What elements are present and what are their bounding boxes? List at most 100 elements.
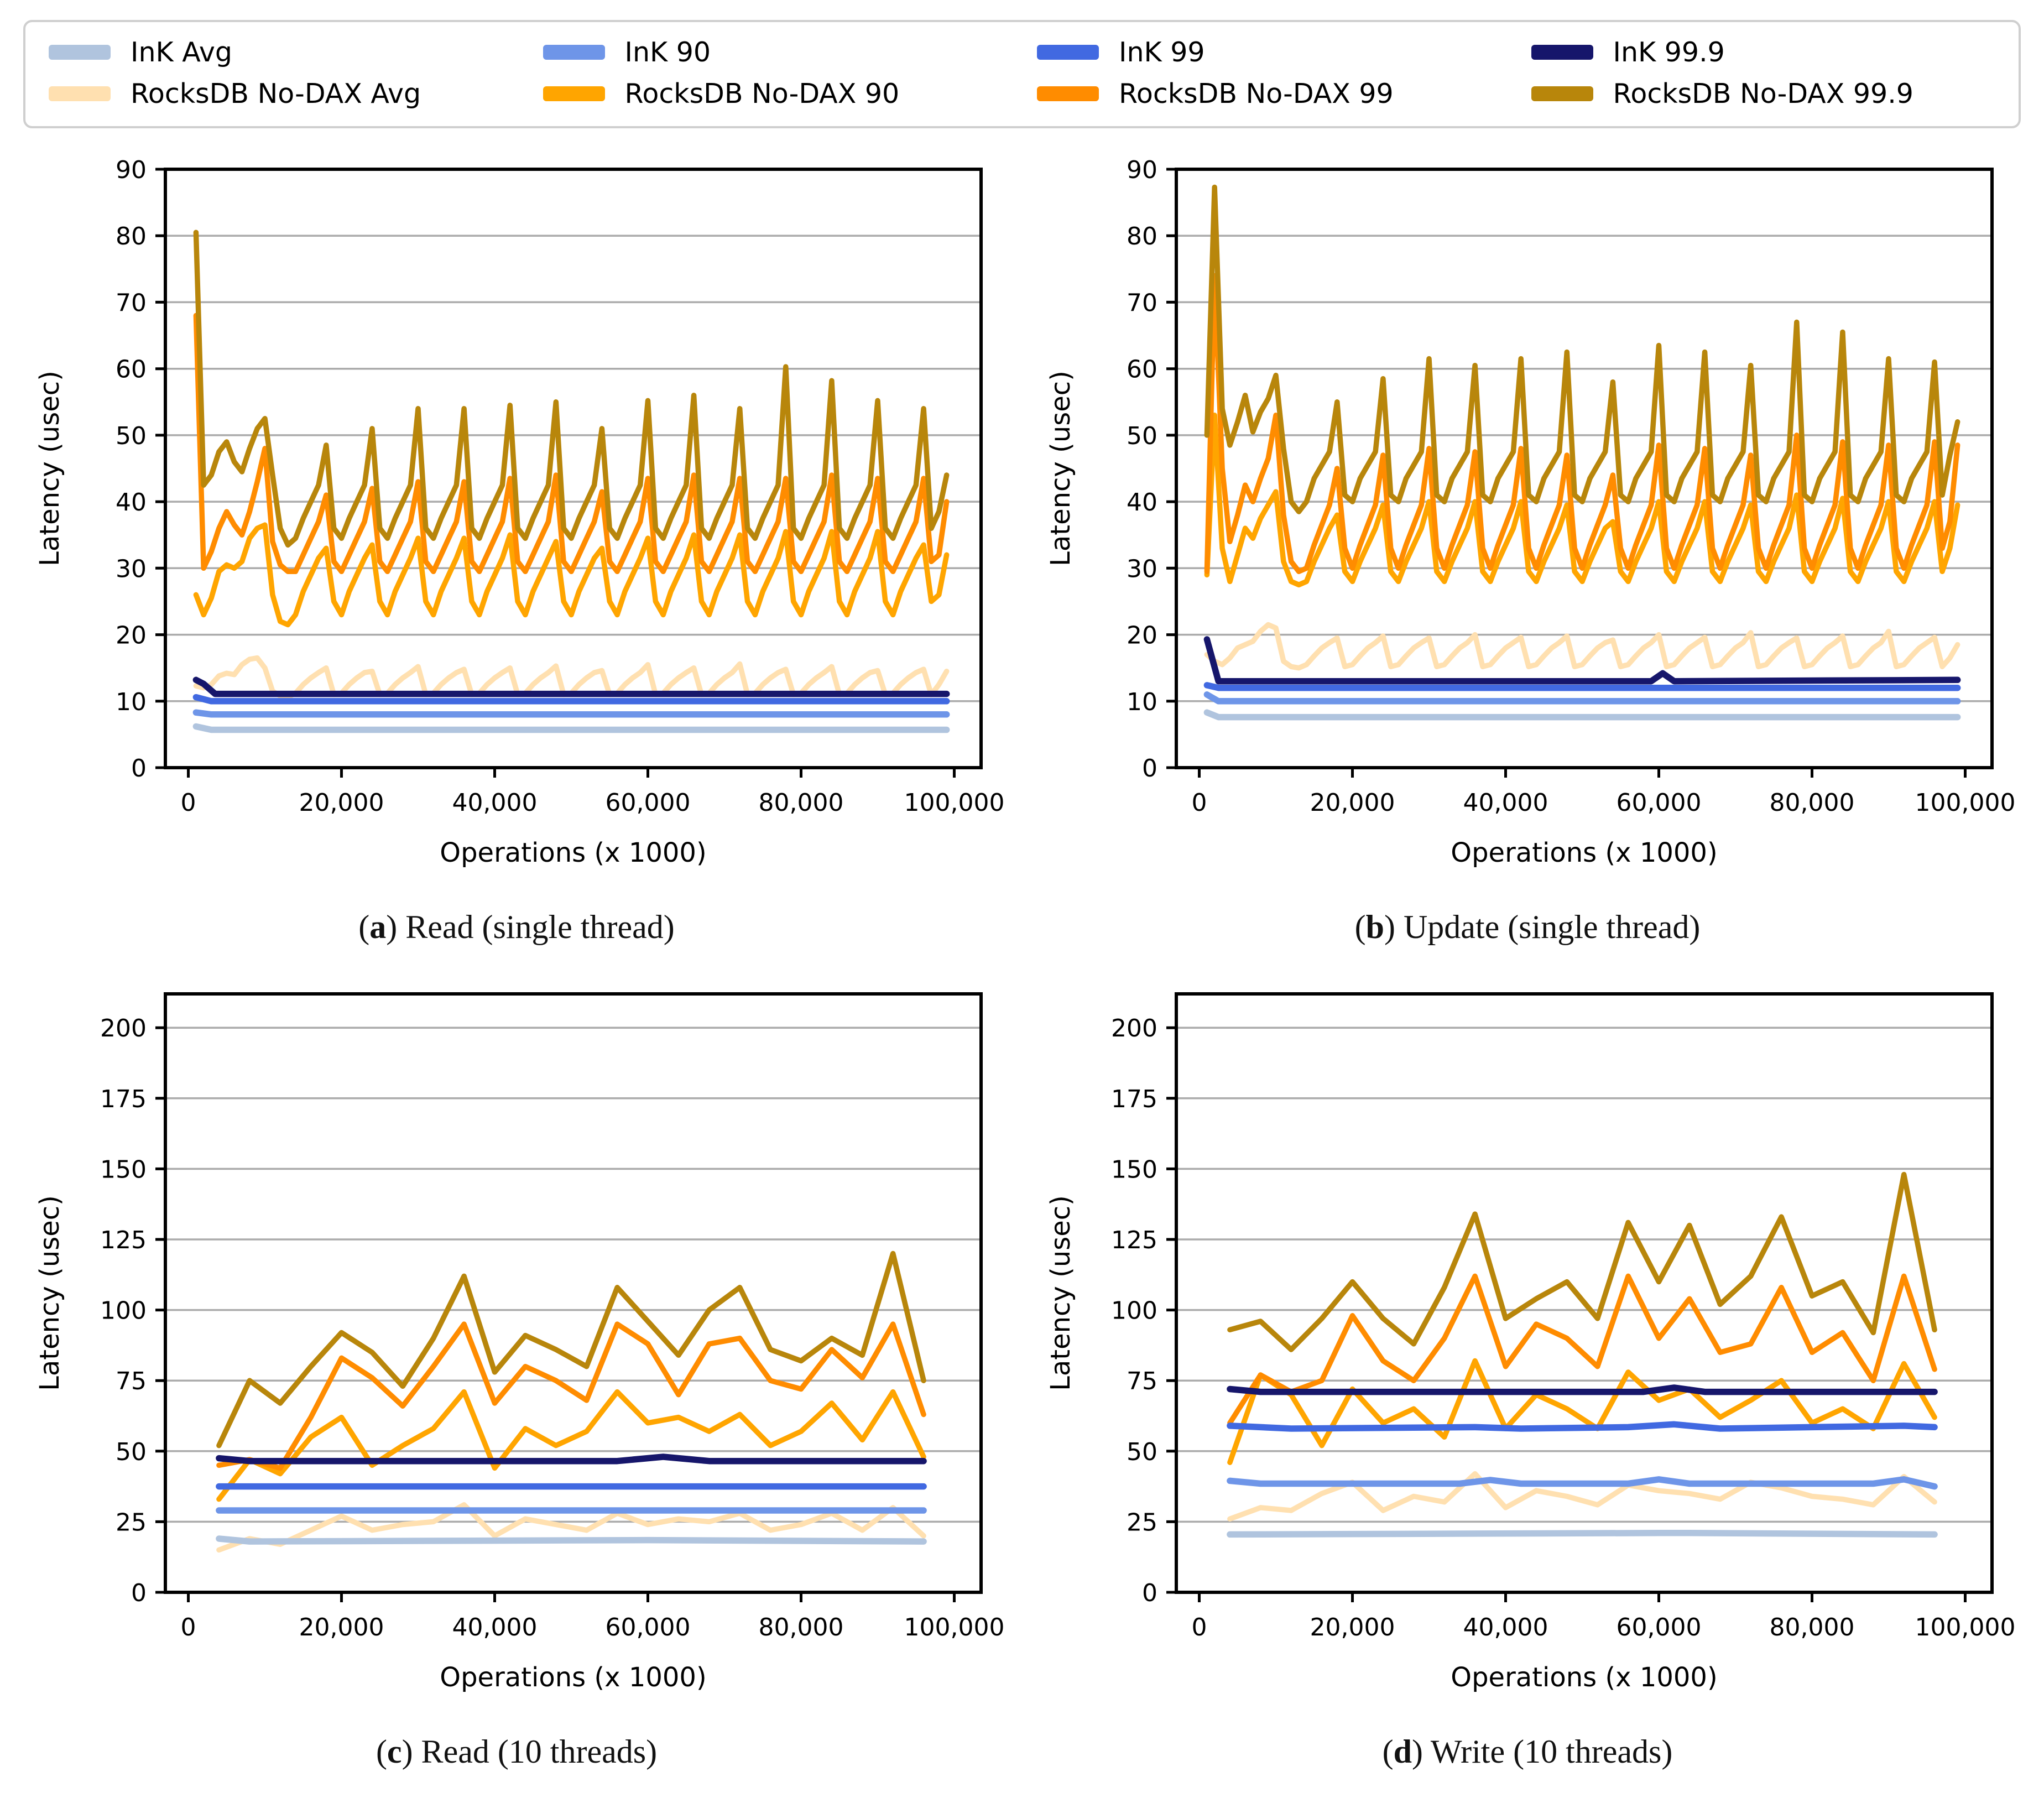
subplot-grid: 0 10 20 30 40 50 60 70 80 90 0 20,000 40,000 60,000 80…: [11, 154, 2033, 1771]
caption-text: Update (single thread): [1403, 909, 1701, 945]
svg-text:0: 0: [131, 754, 147, 783]
svg-text:60,000: 60,000: [606, 789, 691, 817]
svg-text:80,000: 80,000: [1770, 789, 1855, 817]
svg-text:50: 50: [1127, 422, 1157, 450]
svg-text:0: 0: [131, 1579, 147, 1607]
chart-b-update-single-thread: 0 10 20 30 40 50 60 70 80 90 0 20,000 40,000 60,000 80…: [1035, 154, 2020, 889]
svg-text:Latency (usec): Latency (usec): [1045, 1195, 1076, 1391]
legend-label: InK 90: [624, 37, 711, 68]
svg-text:90: 90: [1127, 156, 1157, 184]
subplot-b-caption: (b) Update (single thread): [1354, 909, 1701, 945]
svg-text:25: 25: [1127, 1508, 1157, 1536]
svg-text:40: 40: [116, 488, 147, 517]
svg-text:200: 200: [100, 1014, 147, 1043]
svg-text:Latency (usec): Latency (usec): [34, 1195, 65, 1391]
caption-tag: c: [387, 1733, 402, 1770]
subplot-a-caption: (a) Read (single thread): [358, 909, 675, 945]
svg-text:Operations (x 1000): Operations (x 1000): [440, 837, 706, 868]
legend-item-ink-99-9: InK 99.9: [1519, 39, 2008, 66]
legend-swatch-rocksdb-avg: [49, 86, 111, 101]
svg-text:80,000: 80,000: [759, 789, 844, 817]
svg-text:20,000: 20,000: [1310, 1613, 1395, 1642]
svg-text:80: 80: [116, 222, 147, 251]
svg-text:10: 10: [1127, 688, 1157, 716]
svg-text:90: 90: [116, 156, 147, 184]
svg-text:40: 40: [1127, 488, 1157, 517]
legend-swatch-ink-99: [1037, 45, 1099, 60]
svg-text:30: 30: [116, 555, 147, 583]
svg-text:Latency (usec): Latency (usec): [34, 371, 65, 566]
subplot-c: 0 25 50 75 100 125 150 175 200 0 20,000 40,000 60,00…: [11, 978, 1022, 1771]
svg-text:60: 60: [1127, 356, 1157, 384]
legend-label: RocksDB No-DAX 99: [1119, 78, 1394, 110]
svg-text:60,000: 60,000: [1617, 1613, 1702, 1642]
legend-label: RocksDB No-DAX Avg: [131, 78, 421, 110]
subplot-b: 0 10 20 30 40 50 60 70 80 90 0 20,000 40,000 60,000 80…: [1022, 154, 2033, 946]
svg-text:40,000: 40,000: [1463, 1613, 1548, 1642]
svg-text:100,000: 100,000: [904, 1613, 1005, 1642]
svg-text:50: 50: [116, 1438, 147, 1466]
legend-item-ink-99: InK 99: [1025, 39, 1514, 66]
legend-swatch-ink-avg: [49, 45, 111, 60]
svg-text:40,000: 40,000: [452, 1613, 538, 1642]
caption-tag: b: [1365, 909, 1384, 945]
legend-label: RocksDB No-DAX 90: [624, 78, 900, 110]
subplot-d-caption: (d) Write (10 threads): [1382, 1733, 1673, 1770]
svg-text:100,000: 100,000: [1915, 789, 2016, 817]
svg-text:60: 60: [116, 356, 147, 384]
svg-text:40,000: 40,000: [452, 789, 538, 817]
legend-label: InK 99.9: [1613, 37, 1725, 68]
legend-item-rocksdb-99: RocksDB No-DAX 99: [1025, 80, 1514, 107]
svg-text:Operations (x 1000): Operations (x 1000): [1451, 1662, 1717, 1693]
svg-text:125: 125: [100, 1226, 147, 1254]
legend-item-ink-90: InK 90: [531, 39, 1020, 66]
svg-text:25: 25: [116, 1508, 147, 1536]
svg-text:80: 80: [1127, 222, 1157, 251]
chart-d-write-10-threads: 0 25 50 75 100 125 150 175 200 0 20,000 40,000 60,00…: [1035, 978, 2020, 1714]
legend-label: InK Avg: [131, 37, 232, 68]
svg-text:70: 70: [1127, 289, 1157, 317]
legend-swatch-ink-99-9: [1531, 45, 1593, 60]
figure-page: InK Avg InK 90 InK 99 InK 99.9 RocksDB N…: [11, 20, 2033, 1771]
svg-text:20,000: 20,000: [1310, 789, 1395, 817]
svg-text:75: 75: [1127, 1367, 1157, 1395]
legend-item-rocksdb-99-9: RocksDB No-DAX 99.9: [1519, 80, 2008, 107]
svg-text:0: 0: [1192, 1613, 1207, 1642]
legend-swatch-ink-90: [543, 45, 605, 60]
svg-text:100,000: 100,000: [1915, 1613, 2016, 1642]
svg-text:150: 150: [1111, 1155, 1157, 1184]
svg-text:40,000: 40,000: [1463, 789, 1548, 817]
svg-text:10: 10: [116, 688, 147, 716]
legend-swatch-rocksdb-90: [543, 86, 605, 101]
legend-item-rocksdb-avg: RocksDB No-DAX Avg: [36, 80, 525, 107]
svg-text:80,000: 80,000: [1770, 1613, 1855, 1642]
svg-text:50: 50: [116, 422, 147, 450]
svg-text:0: 0: [181, 1613, 196, 1642]
legend-label: InK 99: [1119, 37, 1205, 68]
svg-text:60,000: 60,000: [1617, 789, 1702, 817]
svg-text:80,000: 80,000: [759, 1613, 844, 1642]
caption-text: Read (10 threads): [421, 1733, 658, 1770]
caption-text: Read (single thread): [405, 909, 675, 945]
svg-text:100: 100: [1111, 1297, 1157, 1325]
svg-text:Operations (x 1000): Operations (x 1000): [1451, 837, 1717, 868]
svg-text:60,000: 60,000: [606, 1613, 691, 1642]
legend-label: RocksDB No-DAX 99.9: [1613, 78, 1913, 110]
subplot-c-caption: (c) Read (10 threads): [376, 1733, 658, 1770]
caption-tag: d: [1393, 1733, 1412, 1770]
chart-legend: InK Avg InK 90 InK 99 InK 99.9 RocksDB N…: [23, 20, 2021, 128]
svg-text:175: 175: [1111, 1085, 1157, 1113]
caption-tag: a: [369, 909, 387, 945]
svg-text:100: 100: [100, 1297, 147, 1325]
svg-text:200: 200: [1111, 1014, 1157, 1043]
svg-text:100,000: 100,000: [904, 789, 1005, 817]
chart-a-read-single-thread: 0 10 20 30 40 50 60 70 80 90 0 20,000 40,000 60,000 80…: [24, 154, 1009, 889]
legend-item-ink-avg: InK Avg: [36, 39, 525, 66]
svg-text:0: 0: [1192, 789, 1207, 817]
svg-text:Operations (x 1000): Operations (x 1000): [440, 1662, 706, 1693]
subplot-d: 0 25 50 75 100 125 150 175 200 0 20,000 40,000 60,00…: [1022, 978, 2033, 1771]
caption-text: Write (10 threads): [1430, 1733, 1673, 1770]
legend-item-rocksdb-90: RocksDB No-DAX 90: [531, 80, 1020, 107]
svg-text:50: 50: [1127, 1438, 1157, 1466]
svg-text:20,000: 20,000: [299, 1613, 384, 1642]
